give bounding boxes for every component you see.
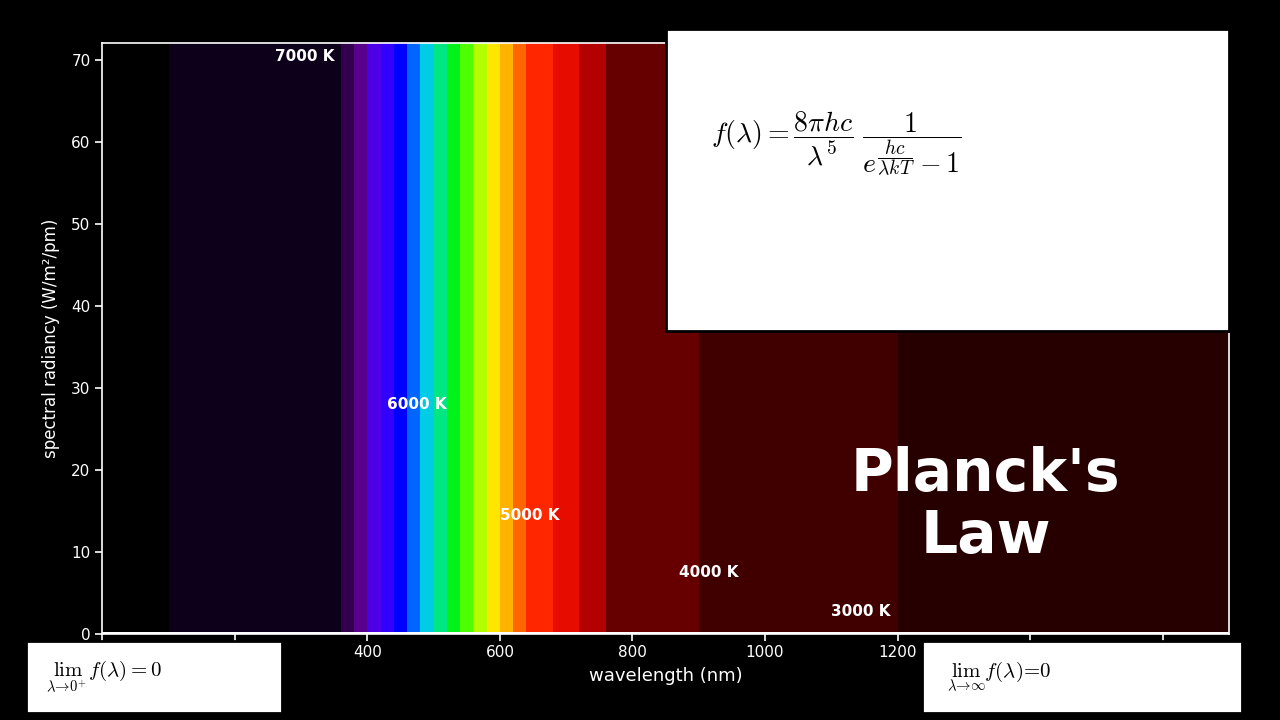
Bar	[340, 43, 355, 634]
Bar	[526, 43, 553, 634]
Bar	[699, 43, 897, 634]
Bar	[605, 43, 699, 634]
Text: $f(\lambda) = \dfrac{8\pi hc}{\lambda^5}\ \dfrac{1}{e^{\dfrac{hc}{\lambda kT}} -: $f(\lambda) = \dfrac{8\pi hc}{\lambda^5}…	[710, 109, 961, 178]
Text: Planck's
Law: Planck's Law	[851, 446, 1120, 565]
Bar	[394, 43, 407, 634]
Text: 4000 K: 4000 K	[678, 565, 739, 580]
Bar	[380, 43, 394, 634]
Bar	[580, 43, 605, 634]
Text: 7000 K: 7000 K	[275, 49, 334, 63]
Text: 6000 K: 6000 K	[388, 397, 447, 412]
Bar	[500, 43, 513, 634]
Bar	[367, 43, 380, 634]
Bar	[461, 43, 474, 634]
Y-axis label: spectral radiancy (W/m²/pm): spectral radiancy (W/m²/pm)	[42, 219, 60, 458]
Text: 3000 K: 3000 K	[831, 604, 891, 618]
Bar	[553, 43, 580, 634]
Text: 5000 K: 5000 K	[500, 508, 559, 523]
Bar	[407, 43, 420, 634]
Bar	[355, 43, 367, 634]
Bar	[486, 43, 500, 634]
Text: $\lim_{\lambda \to 0^+} f(\lambda) = 0$: $\lim_{\lambda \to 0^+} f(\lambda) = 0$	[46, 659, 161, 695]
Text: $\lim_{\lambda \to \infty} f(\lambda) = 0$: $\lim_{\lambda \to \infty} f(\lambda) = …	[947, 660, 1051, 694]
Bar	[420, 43, 434, 634]
Bar	[169, 43, 340, 634]
Bar	[447, 43, 461, 634]
Bar	[434, 43, 447, 634]
Bar	[474, 43, 486, 634]
X-axis label: wavelength (nm): wavelength (nm)	[589, 667, 742, 685]
Bar	[897, 43, 1229, 634]
Bar	[513, 43, 526, 634]
